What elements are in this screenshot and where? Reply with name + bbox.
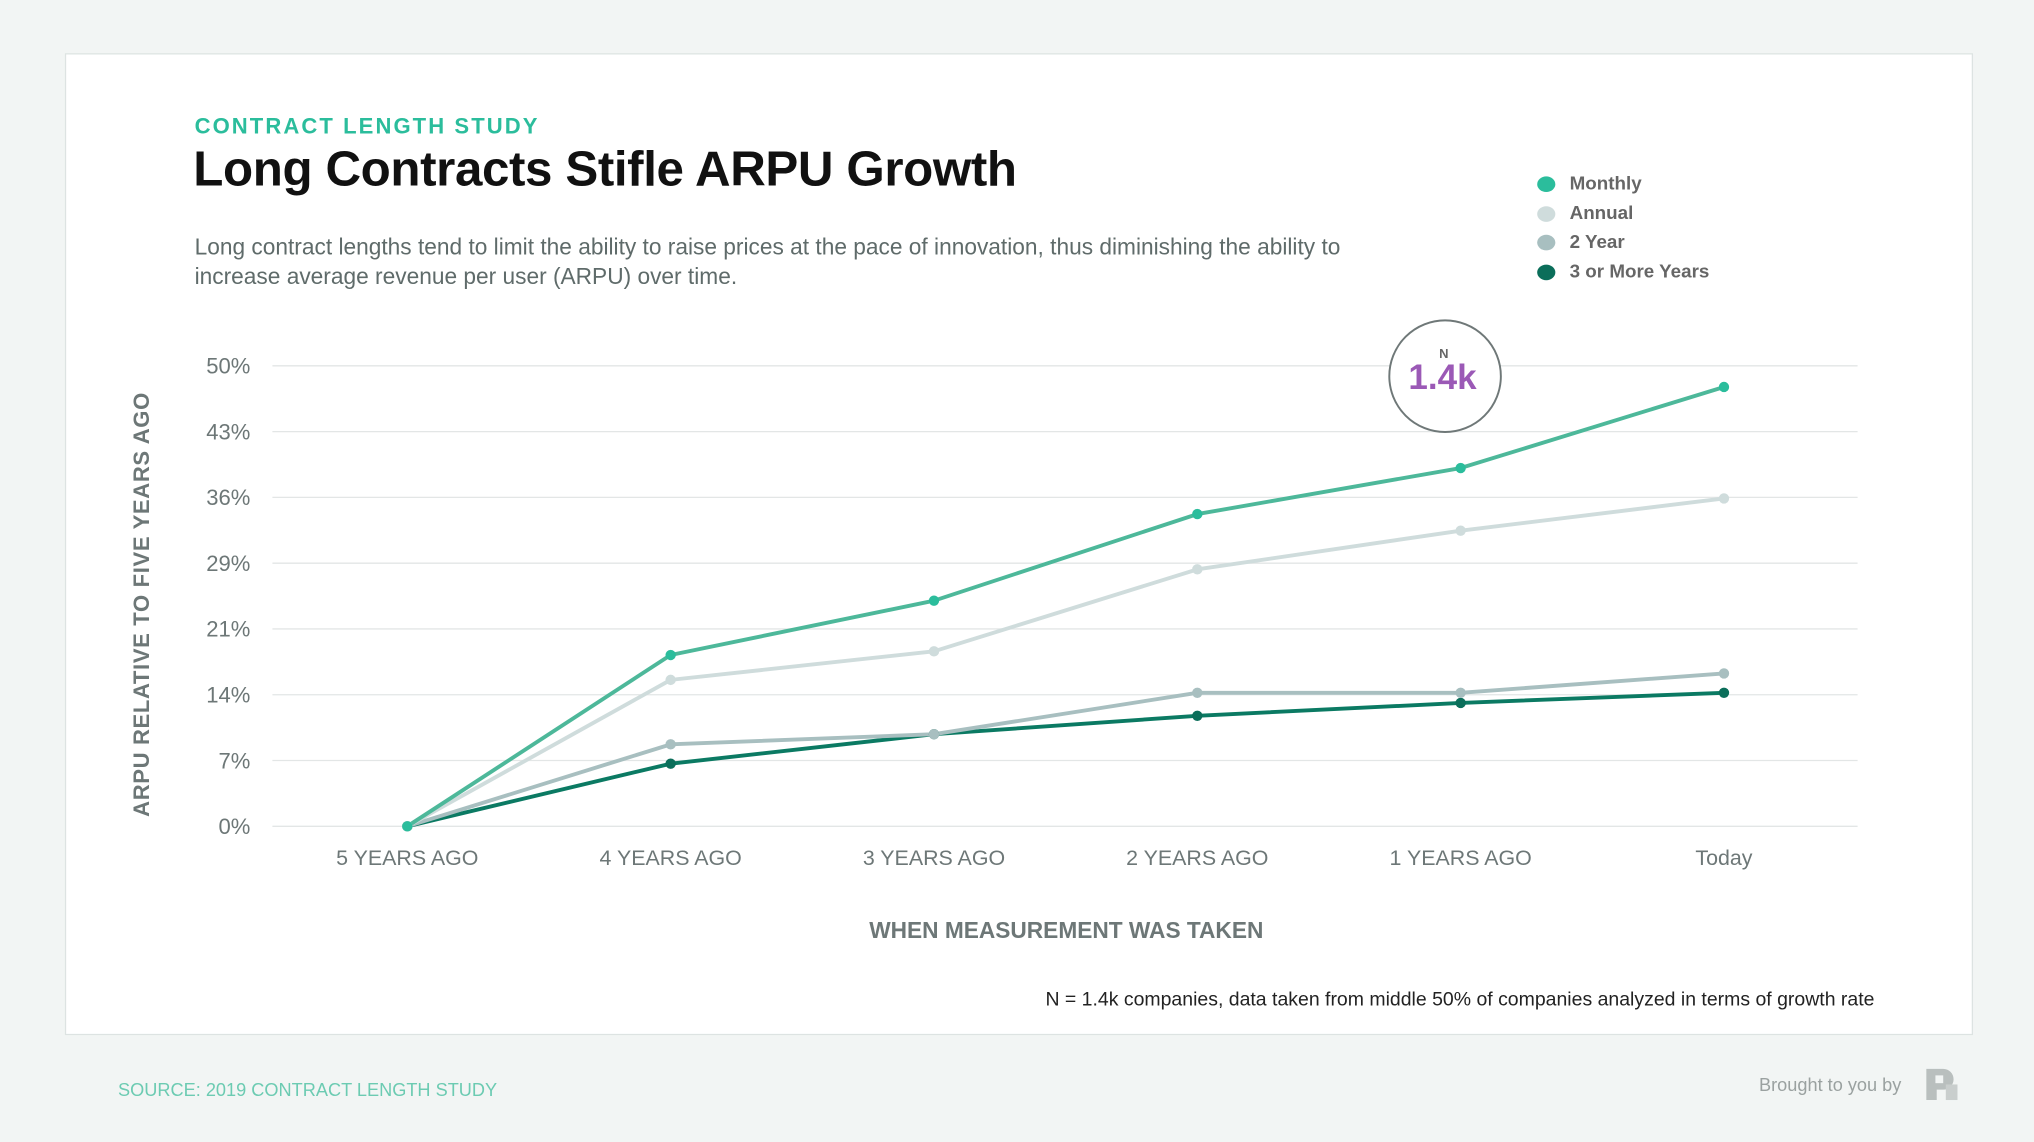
y-tick-label: 14%	[206, 683, 250, 708]
data-point	[1455, 697, 1466, 709]
series-line-annual	[406, 496, 1725, 829]
chart-card	[64, 53, 1974, 1036]
chart-subtitle: Long contract lengths tend to limit the …	[194, 233, 1341, 290]
y-tick-label: 7%	[218, 748, 250, 773]
data-point	[1718, 687, 1730, 698]
legend-item-monthly: Monthly	[1537, 170, 1709, 199]
x-tick-label: 2 YEARS AGO	[1126, 846, 1268, 870]
footnote: N = 1.4k companies, data taken from midd…	[1045, 988, 1875, 1011]
data-point	[1718, 493, 1730, 504]
brand-logo-icon	[1926, 1068, 1958, 1101]
data-point	[928, 729, 940, 740]
chart-title: Long Contracts Stifle ARPU Growth	[193, 142, 1017, 198]
badge-value: 1.4k	[1408, 358, 1477, 397]
data-point	[1192, 508, 1203, 520]
series-line-2-year	[406, 671, 1725, 829]
x-tick-label: 3 YEARS AGO	[863, 846, 1005, 870]
y-tick-label: 29%	[206, 551, 250, 576]
legend-label: Monthly	[1569, 174, 1642, 195]
legend-item-3-plus-years: 3 or More Years	[1537, 257, 1709, 286]
legend-marker	[1537, 176, 1556, 193]
data-point	[665, 758, 676, 769]
series-line-3-or-more-years	[406, 690, 1725, 829]
data-point	[1718, 381, 1730, 393]
legend: Monthly Annual 2 Year 3 or More Years	[1537, 170, 1709, 287]
brought-to-you-by: Brought to you by	[1759, 1074, 1902, 1095]
badge-circle	[1388, 319, 1502, 433]
data-point	[665, 674, 676, 686]
data-point	[1455, 525, 1466, 536]
x-axis-label: WHEN MEASUREMENT WAS TAKEN	[869, 917, 1263, 943]
data-point	[1455, 462, 1466, 474]
data-point	[1455, 687, 1466, 698]
series-line-monthly	[406, 385, 1725, 828]
y-axis-label: ARPU RELATIVE TO FIVE YEARS AGO	[129, 392, 154, 817]
data-point	[1192, 687, 1203, 698]
legend-marker	[1537, 205, 1556, 222]
data-point	[665, 739, 676, 750]
x-tick-label: 4 YEARS AGO	[600, 846, 742, 870]
legend-item-annual: Annual	[1537, 199, 1709, 228]
data-point	[928, 595, 940, 606]
data-point	[1718, 668, 1730, 679]
y-tick-label: 0%	[218, 814, 250, 839]
source-note: SOURCE: 2019 CONTRACT LENGTH STUDY	[118, 1079, 498, 1101]
legend-item-2-year: 2 Year	[1537, 228, 1709, 257]
y-tick-label: 21%	[206, 617, 250, 642]
x-tick-label: 1 YEARS AGO	[1390, 846, 1532, 870]
kicker: CONTRACT LENGTH STUDY	[194, 114, 540, 139]
x-tick-label: 5 YEARS AGO	[336, 846, 478, 870]
legend-label: Annual	[1569, 203, 1634, 225]
data-point	[928, 646, 940, 657]
data-point	[1192, 564, 1203, 575]
sample-size-badge: N 1.4k	[1388, 319, 1502, 433]
y-tick-label: 50%	[206, 354, 250, 379]
data-point	[1192, 710, 1203, 721]
data-point	[665, 649, 676, 661]
legend-marker	[1537, 235, 1556, 251]
data-point	[402, 821, 413, 832]
x-tick-label: Today	[1695, 846, 1752, 870]
legend-label: 2 Year	[1569, 232, 1625, 254]
y-tick-label: 36%	[206, 485, 250, 510]
legend-marker	[1537, 264, 1556, 280]
badge-label: N	[1439, 346, 1448, 361]
y-tick-label: 43%	[206, 419, 250, 444]
legend-label: 3 or More Years	[1569, 261, 1710, 283]
